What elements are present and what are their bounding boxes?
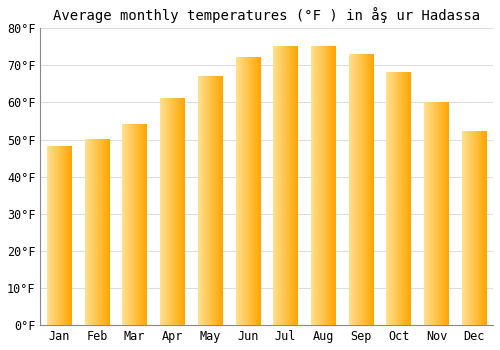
Bar	[462, 132, 486, 325]
Bar	[198, 77, 222, 325]
Bar	[84, 140, 109, 325]
Bar	[424, 103, 448, 325]
Bar	[274, 47, 298, 325]
Bar	[348, 54, 374, 325]
Bar	[122, 125, 147, 325]
Bar	[386, 73, 411, 325]
Title: Average monthly temperatures (°F ) in åş ur Hadassa: Average monthly temperatures (°F ) in åş…	[53, 7, 480, 23]
Bar	[311, 47, 336, 325]
Bar	[160, 99, 184, 325]
Bar	[47, 147, 72, 325]
Bar	[236, 58, 260, 325]
